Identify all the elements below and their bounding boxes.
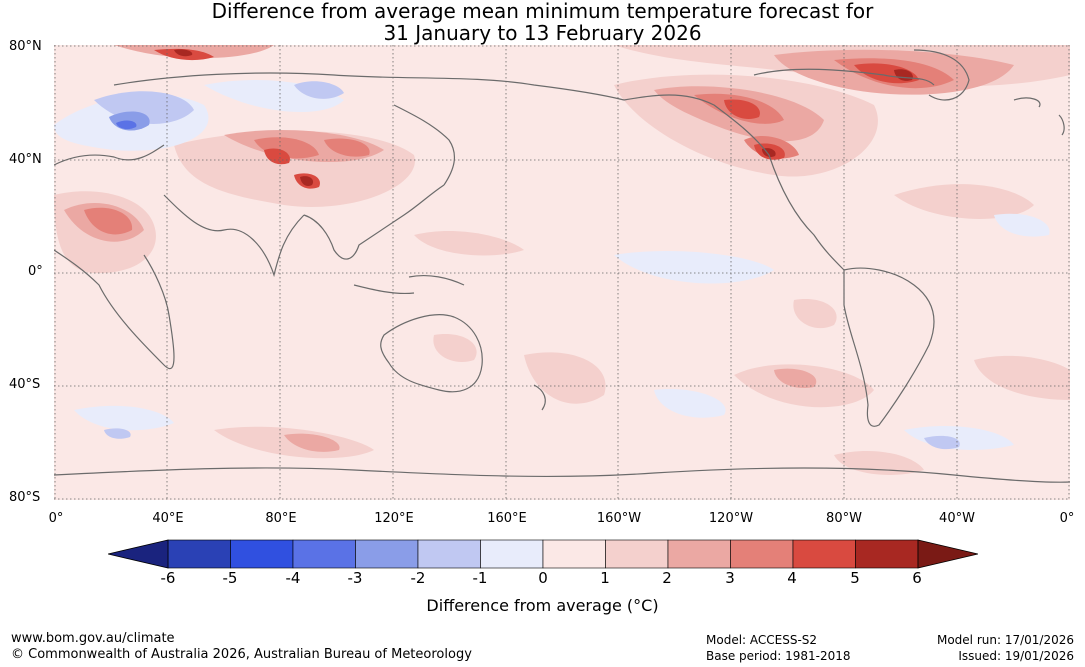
colorbar-cell xyxy=(542,539,606,569)
colorbar-tick: -2 xyxy=(410,569,426,587)
footer-url[interactable]: www.bom.gov.au/climate xyxy=(11,631,175,646)
colorbar-tick: -4 xyxy=(285,569,301,587)
colorbar-cell xyxy=(417,539,481,569)
footer-copyright: © Commonwealth of Australia 2026, Austra… xyxy=(11,647,472,662)
lon-label-0-left: 0° xyxy=(48,511,64,526)
colorbar-arrow-low xyxy=(108,539,169,569)
colorbar-title: Difference from average (°C) xyxy=(426,596,659,615)
graticule xyxy=(54,45,1070,500)
colorbar xyxy=(108,539,978,569)
colorbar-cell xyxy=(292,539,356,569)
colorbar-tick: -5 xyxy=(222,569,238,587)
colorbar-tick: 1 xyxy=(600,569,610,587)
lon-label-120w: 120°W xyxy=(708,511,754,526)
lon-label-120e: 120°E xyxy=(374,511,414,526)
colorbar-tick: 5 xyxy=(850,569,860,587)
lon-label-80e: 80°E xyxy=(265,511,297,526)
lon-label-160e: 160°E xyxy=(487,511,527,526)
lat-label-40n: 40°N xyxy=(9,152,42,167)
anomaly-fields xyxy=(54,45,1070,475)
map-title-line-2: 31 January to 13 February 2026 xyxy=(383,21,702,45)
lon-label-40e: 40°E xyxy=(152,511,184,526)
colorbar-tick: -6 xyxy=(160,569,176,587)
colorbar-arrow-high xyxy=(917,539,978,569)
colorbar-tick: 0 xyxy=(538,569,548,587)
colorbar-cell xyxy=(730,539,794,569)
lat-label-80n: 80°N xyxy=(9,39,42,54)
colorbar-cell xyxy=(667,539,731,569)
lon-label-160w: 160°W xyxy=(596,511,642,526)
colorbar-cell xyxy=(855,539,919,569)
lon-label-80w: 80°W xyxy=(826,511,862,526)
colorbar-cell xyxy=(230,539,294,569)
lat-label-40s: 40°S xyxy=(9,377,41,392)
colorbar-tick: 6 xyxy=(912,569,922,587)
lon-label-40w: 40°W xyxy=(939,511,975,526)
colorbar-cell xyxy=(605,539,669,569)
temperature-anomaly-map xyxy=(54,45,1070,500)
colorbar-cell xyxy=(480,539,544,569)
map-title-line-1: Difference from average mean minimum tem… xyxy=(211,0,874,23)
colorbar-tick: 3 xyxy=(725,569,735,587)
colorbar-tick: 4 xyxy=(787,569,797,587)
footer-model-run: Model run: 17/01/2026 xyxy=(936,633,1074,647)
lat-label-0: 0° xyxy=(28,264,43,279)
colorbar-cell xyxy=(355,539,419,569)
colorbar-tick: -1 xyxy=(472,569,488,587)
coastlines xyxy=(54,49,1070,483)
colorbar-tick: 2 xyxy=(662,569,672,587)
map-background xyxy=(54,45,1070,500)
colorbar-cell xyxy=(167,539,231,569)
footer-model: Model: ACCESS-S2 xyxy=(706,633,818,647)
lon-label-0-right: 0° xyxy=(1059,511,1075,526)
colorbar-tick: -3 xyxy=(347,569,363,587)
lat-label-80s: 80°S xyxy=(9,490,41,505)
footer-issued: Issued: 19/01/2026 xyxy=(958,649,1074,663)
colorbar-cell xyxy=(792,539,856,569)
footer-base-period: Base period: 1981-2018 xyxy=(706,649,851,663)
